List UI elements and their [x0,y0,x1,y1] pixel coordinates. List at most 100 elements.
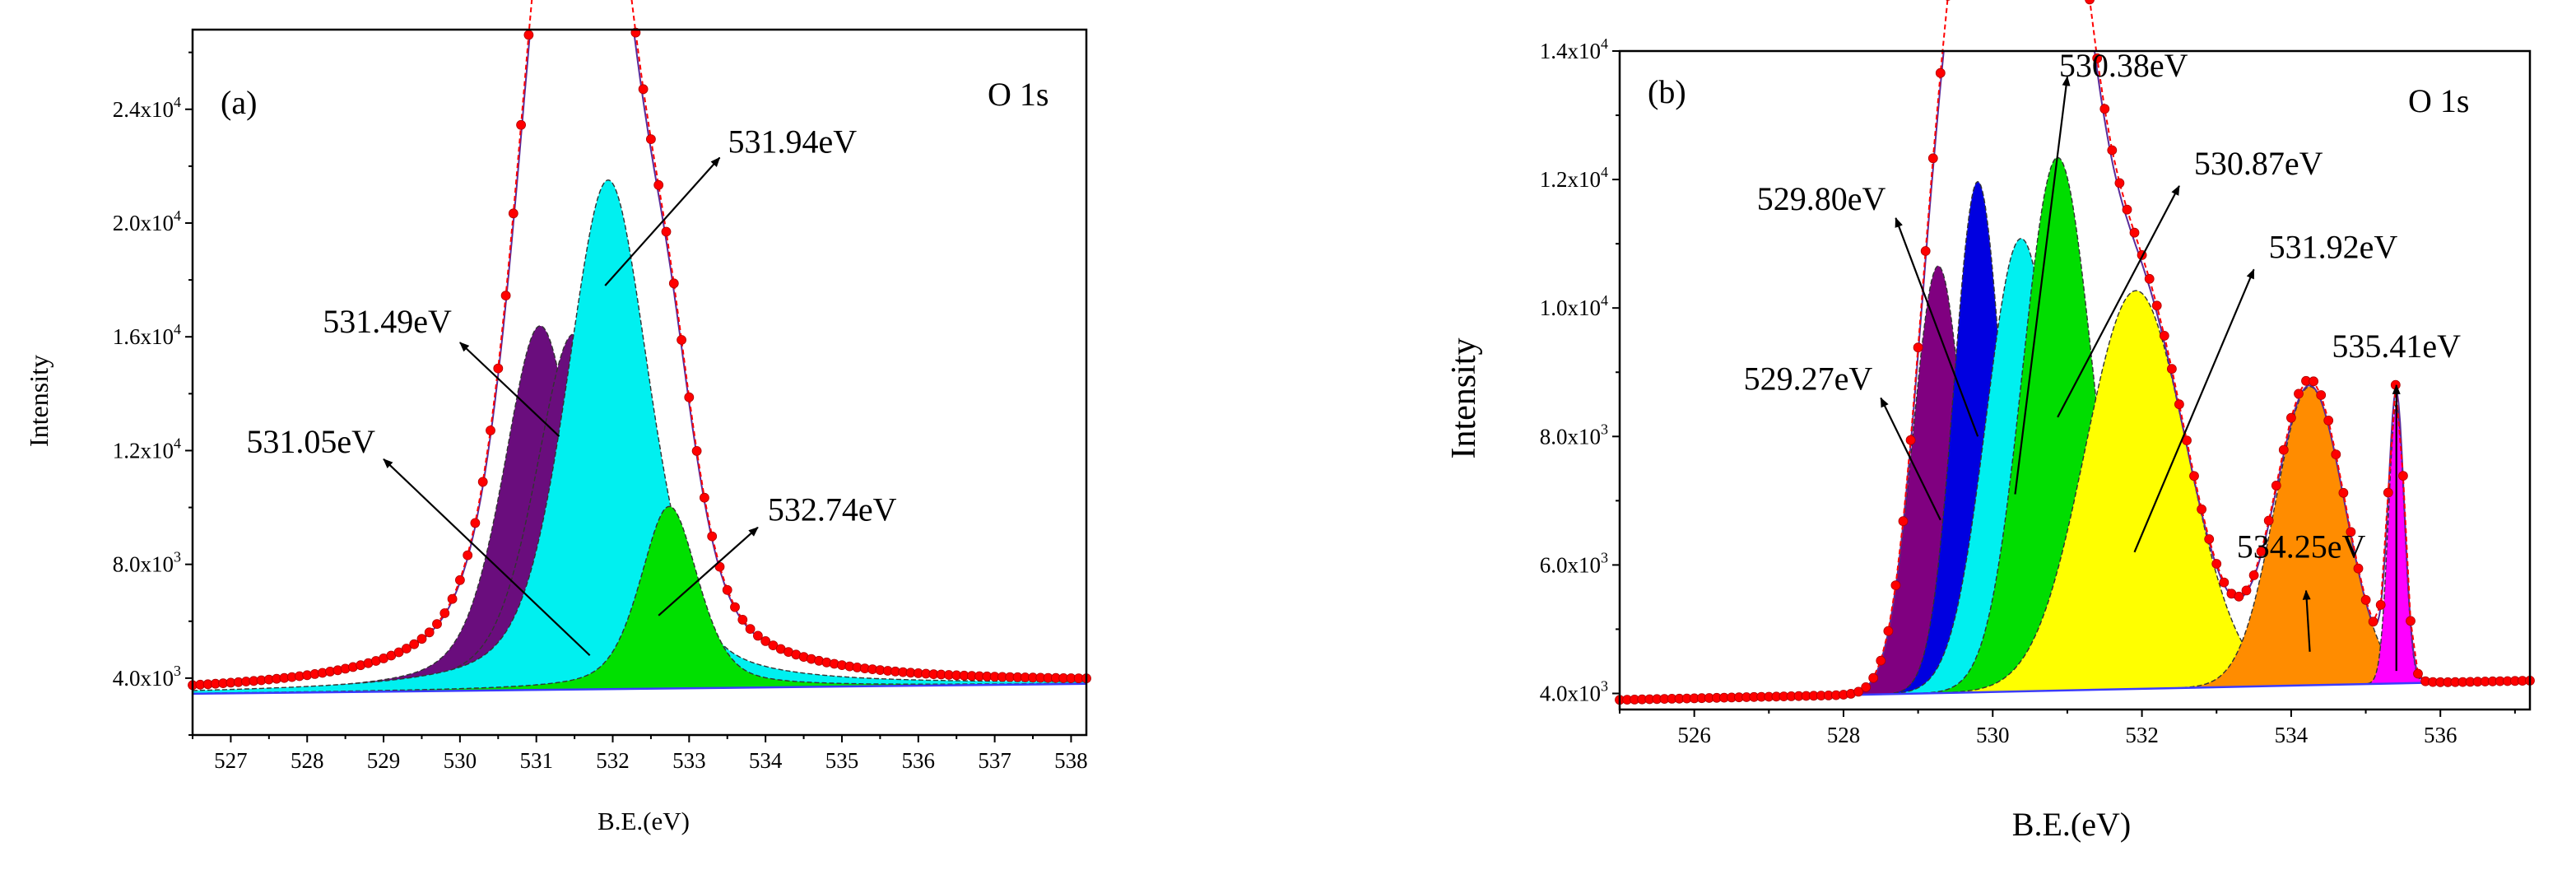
measured-point [2159,330,2169,341]
measured-point [477,477,488,487]
panel-a-y-title: Intensity [24,355,53,447]
measured-point [2256,547,2267,556]
y-tick-label: 4.0x103 [1540,677,1608,705]
panel-b-x-title: B.E.(eV) [2012,806,2131,843]
annotation-arrow [658,526,759,616]
y-tick-label: 6.0x103 [1540,549,1608,577]
measured-point [416,634,427,644]
x-tick-label: 536 [2424,723,2457,747]
y-tick-label: 8.0x103 [113,549,181,577]
measured-point [486,426,495,435]
annotation-arrow [1895,216,1979,437]
panel-b-y-title: Intensity [1445,338,1483,459]
annotation-arrow [604,156,721,286]
y-tick-label: 2.4x104 [113,94,181,122]
measured-point [508,208,518,219]
x-tick-label: 532 [596,748,630,773]
panel-b-y-axis: 4.0x103 6.0x103 8.0x103 1.0x104 1.2x104 1.4x1… [1540,35,1620,705]
peak-label: 531.92eV [2269,228,2398,265]
peak-label: 530.38eV [2059,47,2188,84]
measured-point [646,134,656,145]
measured-point [2375,600,2386,610]
measured-point [2174,399,2184,410]
measured-point [1853,686,1864,697]
measured-point [760,636,771,646]
measured-point [409,639,420,649]
x-tick-label: 529 [367,748,401,773]
measured-point [455,575,465,585]
measured-point [523,30,534,40]
panel-a-x-axis: 527 528 529 530 531 532 533 534 535 536 537 538 [192,735,1088,773]
x-tick-label: 531 [519,748,553,773]
panel-b-annotations: 529.27eV 529.80eV 530.38eV 530.87eV 531.92eV… [1744,47,2461,672]
measured-point [516,119,526,130]
measured-point [753,630,763,641]
x-tick-label: 534 [2275,723,2309,747]
measured-point [1861,682,1872,692]
measured-point [2099,104,2110,114]
measured-point [684,392,695,402]
measured-point [2368,616,2378,627]
measured-point [2278,444,2289,455]
x-tick-label: 533 [672,748,706,773]
x-tick-label: 535 [825,748,859,773]
measured-point [722,584,732,595]
measured-point [707,531,718,542]
panel-a-plot-frame [191,28,1088,737]
measured-point [2204,534,2215,544]
x-tick-label: 538 [1054,748,1088,773]
measured-point [2413,668,2423,679]
measured-point [1935,67,1946,78]
measured-point [1927,153,1938,164]
measured-point [1905,435,1916,445]
peak-label: 532.74eV [768,491,897,528]
measured-point [2114,178,2125,188]
measured-point [691,446,702,456]
measured-point [2263,515,2274,526]
measured-point [2338,487,2349,498]
x-tick-label: 528 [1827,723,1861,747]
measured-point [2346,527,2356,537]
measured-point [470,518,481,528]
measured-point [2129,227,2140,238]
measured-point [2309,376,2319,387]
measured-point [700,492,709,503]
measured-point [2331,449,2341,459]
measured-point [1913,342,1923,353]
measured-point [2122,204,2132,215]
panel-b-chart: 529.27eV 529.80eV 530.38eV 530.87eV 531.92eV… [1445,0,2535,843]
x-tick-label: 536 [902,748,936,773]
measured-point [2219,577,2230,588]
peak-label: 529.80eV [1757,180,1886,217]
measured-point [2234,591,2244,602]
measured-point [2360,595,2371,605]
panel-b-plot-frame [1618,49,2532,711]
x-tick-label: 530 [1976,723,2010,747]
annotation-arrow [383,458,591,657]
panel-a-annotations: 531.05eV 531.49eV 531.94eV 532.74eV [246,123,897,657]
measured-point [2271,481,2281,491]
panel-a-x-title: B.E.(eV) [598,807,690,835]
measured-point [2323,415,2334,426]
annotation-arrow [459,342,560,437]
measured-point [2383,487,2393,498]
measured-point [2285,412,2296,423]
y-tick-label: 1.0x104 [1540,292,1608,320]
y-tick-label: 1.2x104 [113,435,181,463]
y-tick-label: 8.0x103 [1540,421,1608,449]
peak-fill-531.05eV [193,325,1086,695]
y-tick-label: 1.6x104 [113,321,181,349]
panel-a-title: O 1s [988,76,1049,113]
peak-label: 535.41eV [2332,328,2461,365]
baseline-line [193,682,1086,696]
y-tick-label: 1.4x104 [1540,35,1608,63]
measured-point [2241,585,2252,596]
measured-point [2397,471,2408,481]
measured-point [653,179,664,190]
measured-point [677,335,686,345]
measured-point [2107,145,2118,156]
annotation-arrow [2133,268,2255,553]
measured-point [2085,0,2095,5]
measured-point [2189,471,2199,482]
annotation-arrow [2057,185,2180,418]
